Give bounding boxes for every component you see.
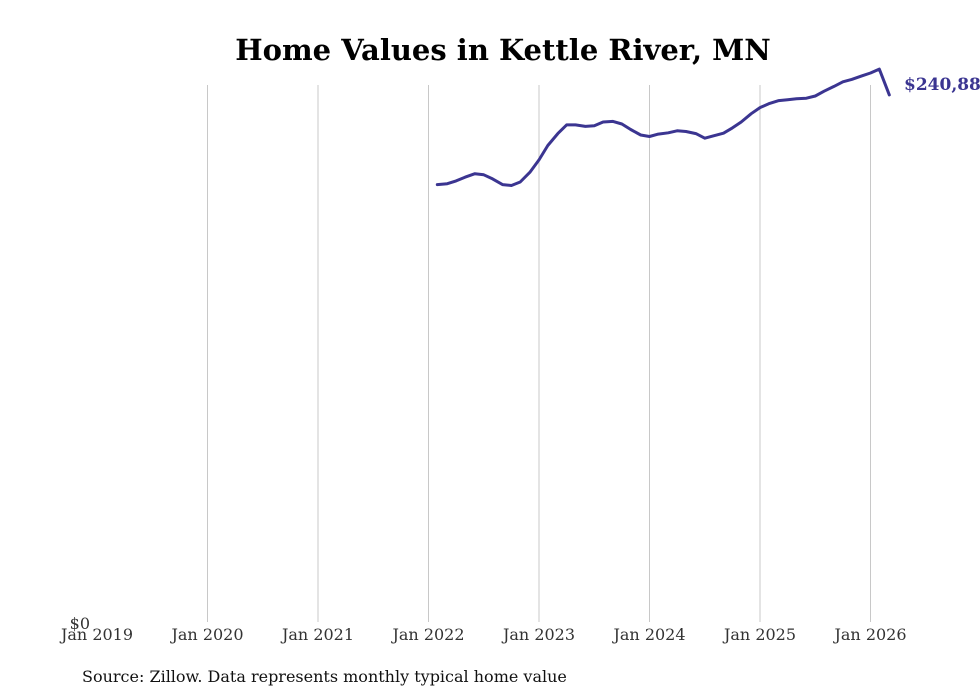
series-line: [435, 67, 891, 187]
end-value-label: $240,889: [904, 75, 980, 95]
source-note: Source: Zillow. Data represents monthly …: [82, 667, 567, 686]
y-axis-zero-label: $0: [70, 614, 90, 633]
grid-lines: [207, 85, 871, 622]
x-tick-label: Jan 2022: [390, 625, 464, 644]
x-tick-label: Jan 2026: [832, 625, 906, 644]
series-group: $240,889: [435, 67, 980, 187]
x-tick-label: Jan 2024: [611, 625, 685, 644]
x-tick-label: Jan 2023: [501, 625, 575, 644]
x-tick-label: Jan 2019: [59, 625, 133, 644]
x-tick-label: Jan 2020: [169, 625, 243, 644]
x-tick-label: Jan 2021: [280, 625, 354, 644]
chart-title: Home Values in Kettle River, MN: [235, 33, 771, 67]
x-axis-ticks: Jan 2019 Jan 2020 Jan 2021 Jan 2022 Jan 2023…: [59, 625, 907, 644]
x-tick-label: Jan 2025: [722, 625, 796, 644]
